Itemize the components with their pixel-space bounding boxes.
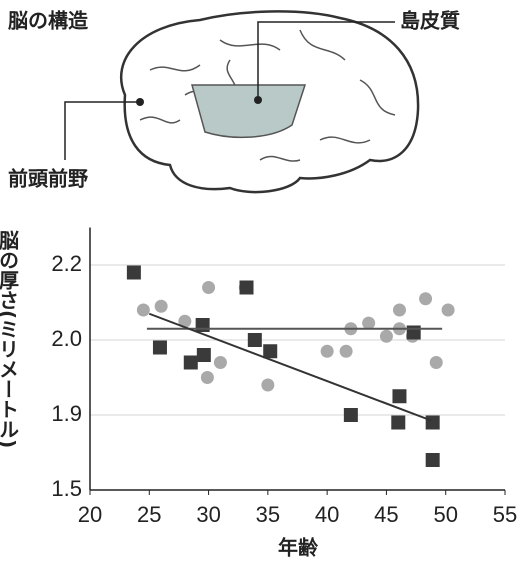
point xyxy=(263,344,277,358)
point xyxy=(137,304,150,317)
diagram-label: 島皮質 xyxy=(400,9,460,33)
point xyxy=(430,356,443,369)
x-tick-label: 20 xyxy=(78,502,102,527)
point xyxy=(391,416,405,430)
point xyxy=(153,341,167,355)
brain-diagram: 脳の構造 島皮質 前頭前野 xyxy=(7,9,460,193)
point xyxy=(197,348,211,362)
point xyxy=(248,333,262,347)
x-tick-label: 55 xyxy=(493,502,517,527)
point xyxy=(362,317,375,330)
diagram-title: 脳の構造 xyxy=(7,9,89,33)
x-tick-label: 50 xyxy=(433,502,457,527)
page: 脳の構造 島皮質 前頭前野 脳の厚さ(ミリメートル) 年齢 2.2 2.0 1.9 1… xyxy=(0,0,520,565)
point xyxy=(442,304,455,317)
point xyxy=(340,345,353,358)
point xyxy=(393,304,406,317)
diagram-label: 前頭前野 xyxy=(8,167,88,191)
point xyxy=(407,326,421,340)
point xyxy=(426,416,440,430)
point xyxy=(202,281,215,294)
x-tick-label: 40 xyxy=(315,502,339,527)
point xyxy=(127,266,141,280)
y-axis-title: 脳の厚さ(ミリメートル) xyxy=(0,230,20,449)
point xyxy=(392,389,406,403)
y-tick-label: 2.2 xyxy=(51,251,82,276)
point xyxy=(426,453,440,467)
point xyxy=(321,345,334,358)
point xyxy=(196,318,210,332)
y-tick-label: 1.5 xyxy=(51,476,82,501)
x-tick-label: 30 xyxy=(196,502,220,527)
point xyxy=(184,356,198,370)
x-tick-label: 45 xyxy=(374,502,398,527)
point xyxy=(261,379,274,392)
point xyxy=(344,408,358,422)
y-tick-label: 1.9 xyxy=(51,401,82,426)
x-axis-title: 年齢 xyxy=(278,536,319,560)
point xyxy=(240,281,254,295)
x-tick-label: 35 xyxy=(256,502,280,527)
point xyxy=(201,371,214,384)
point xyxy=(380,330,393,343)
point xyxy=(214,356,227,369)
point xyxy=(419,292,432,305)
y-tick-label: 2.0 xyxy=(51,326,82,351)
point xyxy=(155,300,168,313)
x-tick-label: 25 xyxy=(137,502,161,527)
